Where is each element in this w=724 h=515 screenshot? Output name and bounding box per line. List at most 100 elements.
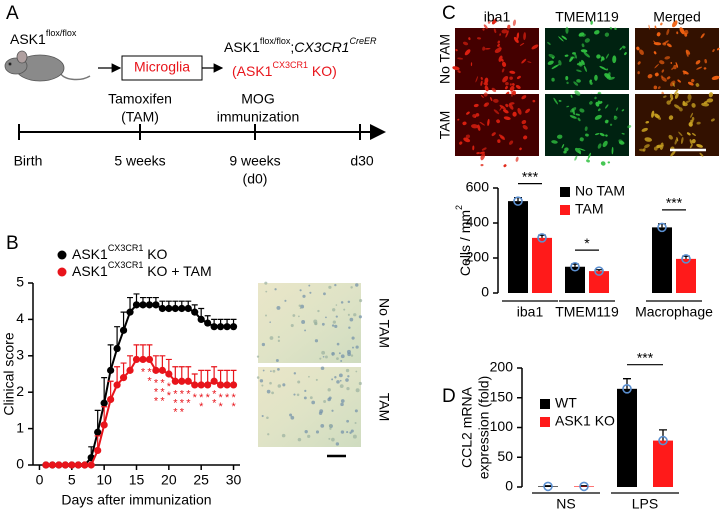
cell-texture <box>475 112 480 117</box>
cell-texture <box>644 144 650 149</box>
legend-label: WT <box>555 395 577 411</box>
cell-texture <box>637 61 641 65</box>
cell-texture <box>672 82 675 87</box>
data-point <box>158 366 166 374</box>
image-column-label: iba1 <box>484 9 511 25</box>
texture-dot <box>296 393 300 397</box>
cell-texture <box>608 76 615 81</box>
texture-dot <box>256 376 260 379</box>
cell-texture <box>602 140 608 148</box>
texture-dot <box>340 402 344 407</box>
cell-texture <box>607 161 611 164</box>
texture-dot <box>261 384 264 387</box>
data-point <box>100 399 108 407</box>
cell-texture <box>674 104 681 109</box>
data-point <box>152 301 160 309</box>
texture-dot <box>358 315 362 319</box>
cell-texture <box>497 43 500 47</box>
cell-texture <box>594 114 602 120</box>
cell-texture <box>670 61 673 65</box>
legend-marker <box>540 417 550 427</box>
data-point <box>113 344 121 353</box>
cell-texture <box>531 44 539 50</box>
x-tick-label: LPS <box>632 496 658 512</box>
panel-label: D <box>442 386 456 407</box>
cell-texture <box>503 164 507 168</box>
texture-dot <box>284 299 287 302</box>
microglia-box <box>121 55 203 81</box>
texture-dot <box>318 411 323 415</box>
cell-texture <box>594 133 600 136</box>
texture-dot <box>331 378 334 381</box>
cell-texture <box>497 139 501 143</box>
cell-texture <box>566 81 569 85</box>
data-point <box>113 381 121 389</box>
data-point <box>178 304 186 313</box>
cell-texture <box>682 70 689 75</box>
significance: ** <box>215 392 227 410</box>
replicate-marker <box>543 481 553 492</box>
cell-texture <box>564 54 569 57</box>
data-point <box>152 366 160 374</box>
texture-dot <box>335 442 340 446</box>
texture-dot <box>269 381 272 385</box>
data-point <box>216 381 225 389</box>
y-axis-label: CCL2 mRNA <box>459 386 475 468</box>
texture-dot <box>265 314 267 317</box>
cell-texture <box>463 137 471 143</box>
cell-texture <box>683 102 688 107</box>
texture-dot <box>281 433 286 438</box>
data-point <box>191 308 199 316</box>
cell-texture <box>547 60 554 65</box>
cell-texture <box>522 125 528 130</box>
y-tick-label: 0 <box>505 478 513 494</box>
cell-texture <box>659 60 665 65</box>
data-point <box>61 461 69 469</box>
data-point <box>171 304 179 313</box>
text-part: KO <box>143 246 167 262</box>
cell-texture <box>515 156 519 162</box>
data-point <box>216 323 225 331</box>
cell-texture <box>515 84 521 89</box>
cell-texture <box>613 115 616 118</box>
text-part: ASK1 <box>224 39 260 55</box>
panel-label: B <box>6 233 19 254</box>
cell-texture <box>656 32 661 37</box>
text-part: 2 <box>454 205 464 210</box>
data-point <box>210 323 218 331</box>
cell-texture <box>576 62 583 66</box>
cell-texture <box>604 32 610 37</box>
texture-dot <box>336 357 339 361</box>
error-bar <box>544 485 552 487</box>
bar <box>589 271 609 293</box>
cell-texture <box>459 141 463 145</box>
cell-texture <box>661 76 667 82</box>
texture-dot <box>266 416 269 420</box>
genotype-label: (ASK1CX3CR1 KO) <box>232 60 337 78</box>
x-tick-label: 5 <box>68 472 76 488</box>
cell-texture <box>483 92 488 97</box>
cell-texture <box>700 33 705 39</box>
image-row-label: No TAM <box>437 34 453 84</box>
significance: *** <box>150 377 162 404</box>
image-row-label: No TAM <box>376 298 392 348</box>
texture-dot <box>349 431 352 434</box>
legend-marker <box>57 250 67 260</box>
cell-texture <box>475 76 479 83</box>
texture-dot <box>336 342 340 346</box>
cell-texture <box>583 52 591 58</box>
texture-dot <box>256 355 260 358</box>
cell-texture <box>642 147 646 152</box>
cell-texture <box>498 46 502 50</box>
cell-texture <box>645 120 650 124</box>
y-tick-label: 5 <box>16 274 24 290</box>
data-point <box>132 301 141 309</box>
texture-dot <box>323 400 327 403</box>
significance: * <box>221 392 233 401</box>
cell-texture <box>464 49 471 56</box>
cell-texture <box>583 65 587 72</box>
cell-texture <box>477 124 481 131</box>
cell-texture <box>695 83 700 87</box>
cell-texture <box>487 21 491 24</box>
texture-dot <box>346 349 351 354</box>
